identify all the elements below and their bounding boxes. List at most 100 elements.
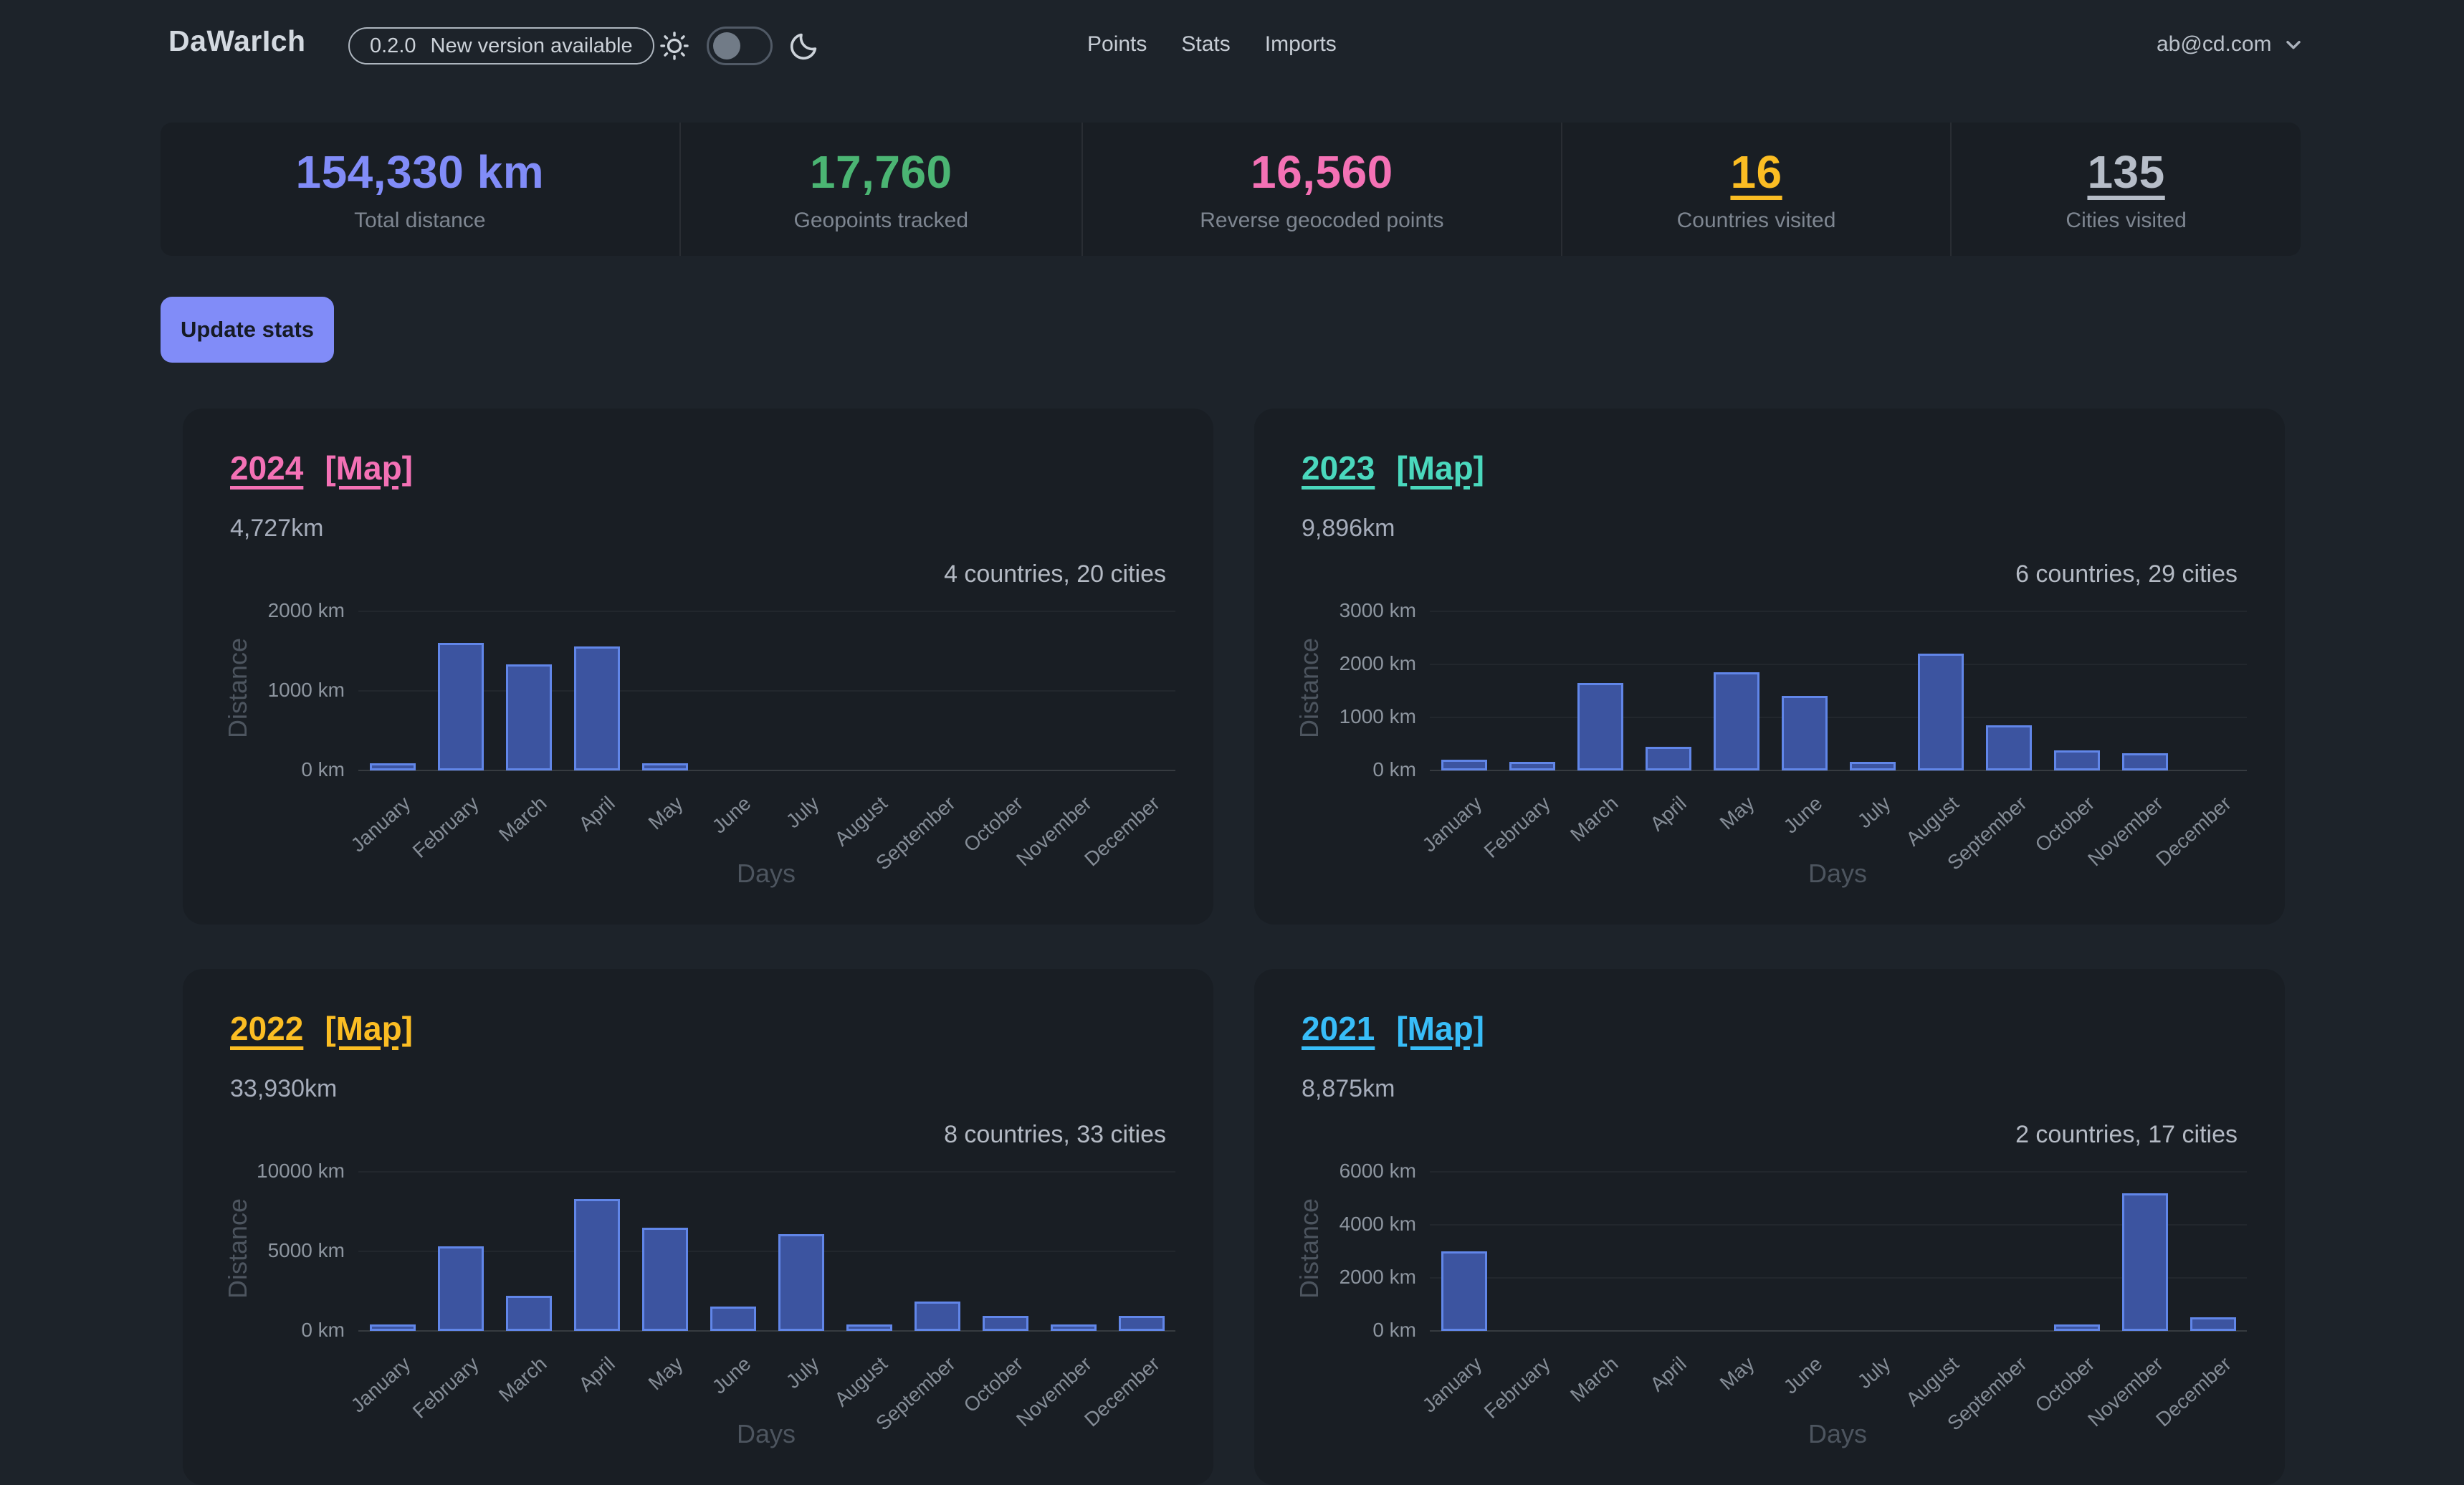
- year-link[interactable]: 2024: [230, 449, 304, 487]
- chart-x-axis-title: Days: [736, 1419, 796, 1448]
- bar-february: [1509, 762, 1555, 770]
- theme-toggle-knob: [713, 32, 740, 59]
- countries-cities-summary: 4 countries, 20 cities: [944, 560, 1166, 588]
- stat-label: Geopoints tracked: [793, 209, 969, 232]
- bar-february: [438, 643, 484, 770]
- bar-november: [1051, 1324, 1097, 1331]
- y-tick-label: 4000 km: [1339, 1213, 1416, 1235]
- nav-item-stats[interactable]: Stats: [1181, 32, 1231, 56]
- countries-cities-summary: 2 countries, 17 cities: [2015, 1121, 2238, 1148]
- bar-january: [1441, 1251, 1487, 1331]
- bar-november: [2122, 1193, 2168, 1331]
- y-tick-label: 2000 km: [1339, 652, 1416, 674]
- stat-value[interactable]: 135: [2087, 146, 2165, 198]
- stat-label: Cities visited: [2066, 209, 2187, 232]
- year-link[interactable]: 2021: [1302, 1010, 1375, 1047]
- year-distance: 8,875km: [1302, 1075, 1395, 1102]
- bar-august: [846, 1324, 892, 1331]
- stat-label: Reverse geocoded points: [1200, 209, 1444, 232]
- stat-block: 16,560 Reverse geocoded points: [1083, 123, 1562, 256]
- stats-panel: 154,330 km Total distance 17,760 Geopoin…: [161, 123, 2301, 256]
- stat-value[interactable]: 16: [1730, 146, 1782, 198]
- chart-gridline: [358, 1171, 1175, 1173]
- stat-block: 17,760 Geopoints tracked: [681, 123, 1083, 256]
- main-nav: Points Stats Imports: [1087, 32, 1337, 57]
- y-tick-label: 10000 km: [257, 1160, 345, 1182]
- year-card: 2023 [Map] 9,896km 6 countries, 29 citie…: [1254, 409, 2285, 925]
- nav-item-imports[interactable]: Imports: [1264, 32, 1337, 56]
- stat-value: 16,560: [1251, 146, 1393, 198]
- bar-october: [983, 1316, 1028, 1331]
- chart-y-axis-title: Distance: [1294, 1198, 1324, 1299]
- version-message: New version available: [430, 34, 633, 57]
- bar-december: [2190, 1317, 2236, 1331]
- year-card-header: 2024 [Map]: [230, 449, 413, 487]
- chart-gridline: [1430, 664, 2247, 665]
- theme-switcher: [658, 26, 820, 66]
- theme-toggle[interactable]: [707, 27, 773, 65]
- bar-january: [370, 1324, 416, 1331]
- bar-may: [1714, 672, 1759, 770]
- year-card-header: 2022 [Map]: [230, 1009, 413, 1048]
- map-link[interactable]: [Map]: [1396, 449, 1484, 487]
- chart-gridline: [1430, 717, 2247, 718]
- stat-block: 16 Countries visited: [1562, 123, 1952, 256]
- bar-july: [1850, 762, 1896, 770]
- year-cards: 2024 [Map] 4,727km 4 countries, 20 citie…: [183, 409, 2285, 1485]
- bar-october: [2054, 1324, 2100, 1331]
- chart-x-axis-title: Days: [1808, 859, 1868, 888]
- chart-baseline: [358, 770, 1175, 771]
- map-link[interactable]: [Map]: [1396, 1010, 1484, 1047]
- y-tick-label: 3000 km: [1339, 599, 1416, 621]
- bar-january: [1441, 760, 1487, 770]
- year-card-header: 2021 [Map]: [1302, 1009, 1484, 1048]
- chart-y-axis-title: Distance: [1294, 637, 1324, 739]
- countries-cities-summary: 6 countries, 29 cities: [2015, 560, 2238, 588]
- year-card: 2024 [Map] 4,727km 4 countries, 20 citie…: [183, 409, 1213, 925]
- bar-march: [506, 1296, 552, 1331]
- bar-march: [1577, 683, 1623, 770]
- distance-bar-chart: Distance Days 0 km 1000 km 2000 km 3000 km J…: [1254, 581, 2285, 925]
- countries-cities-summary: 8 countries, 33 cities: [944, 1121, 1166, 1148]
- chart-gridline: [358, 611, 1175, 612]
- map-link[interactable]: [Map]: [325, 1010, 413, 1047]
- version-badge[interactable]: 0.2.0 New version available: [348, 27, 654, 65]
- chart-gridline: [1430, 1171, 2247, 1173]
- chart-gridline: [358, 1251, 1175, 1252]
- user-email: ab@cd.com: [2157, 32, 2272, 56]
- year-card-header: 2023 [Map]: [1302, 449, 1484, 487]
- bar-september: [915, 1302, 960, 1331]
- chart-gridline: [1430, 1224, 2247, 1226]
- stat-block: 135 Cities visited: [1952, 123, 2301, 256]
- update-stats-button[interactable]: Update stats: [161, 297, 334, 363]
- bar-august: [1918, 654, 1964, 770]
- y-tick-label: 2000 km: [267, 599, 345, 621]
- y-tick-label: 0 km: [301, 1319, 345, 1341]
- map-link[interactable]: [Map]: [325, 449, 413, 487]
- nav-item-points[interactable]: Points: [1087, 32, 1147, 56]
- year-distance: 4,727km: [230, 515, 324, 542]
- user-menu[interactable]: ab@cd.com: [2157, 32, 2305, 57]
- stat-value: 17,760: [809, 146, 952, 198]
- year-link[interactable]: 2023: [1302, 449, 1375, 487]
- year-link[interactable]: 2022: [230, 1010, 304, 1047]
- bar-october: [2054, 750, 2100, 770]
- bar-september: [1986, 725, 2032, 770]
- y-tick-label: 1000 km: [1339, 705, 1416, 727]
- chart-baseline: [358, 1330, 1175, 1332]
- app-logo[interactable]: DaWarIch: [168, 24, 306, 57]
- y-tick-label: 0 km: [301, 758, 345, 780]
- stat-block: 154,330 km Total distance: [161, 123, 681, 256]
- chart-baseline: [1430, 770, 2247, 771]
- y-tick-label: 2000 km: [1339, 1266, 1416, 1288]
- distance-bar-chart: Distance Days 0 km 5000 km 10000 km January…: [183, 1141, 1213, 1485]
- chart-x-axis-title: Days: [1808, 1419, 1868, 1448]
- bar-july: [778, 1234, 824, 1331]
- distance-bar-chart: Distance Days 0 km 1000 km 2000 km January F…: [183, 581, 1213, 925]
- bar-february: [438, 1246, 484, 1331]
- stat-label: Countries visited: [1676, 209, 1836, 232]
- bar-june: [710, 1307, 756, 1331]
- y-tick-label: 1000 km: [267, 679, 345, 701]
- bar-may: [642, 1228, 688, 1331]
- bar-january: [370, 763, 416, 770]
